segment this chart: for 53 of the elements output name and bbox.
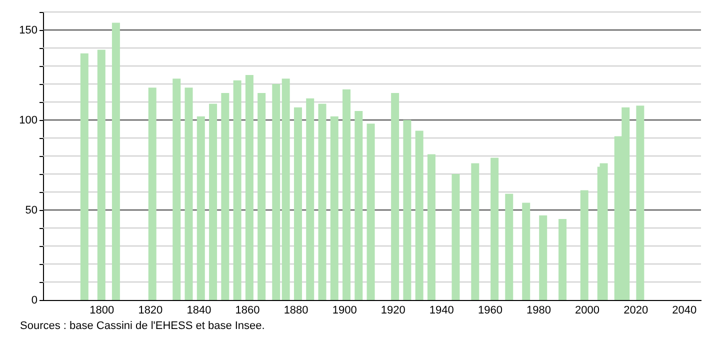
x-tick-label: 1880	[284, 304, 308, 316]
bar	[600, 163, 608, 300]
x-tick-label: 1960	[478, 304, 502, 316]
bar	[112, 22, 120, 300]
bar	[471, 163, 480, 300]
x-tick-label: 1860	[235, 304, 260, 316]
bar	[282, 78, 290, 300]
source-note: Sources : base Cassini de l'EHESS et base Insee.	[20, 320, 265, 332]
bar	[558, 219, 567, 300]
x-tick-label: 1940	[429, 304, 454, 316]
bar	[97, 50, 106, 300]
x-tick-label: 2020	[624, 304, 648, 316]
bar	[306, 98, 314, 300]
x-tick-label: 1980	[526, 304, 551, 316]
bar	[294, 107, 302, 300]
bar	[209, 104, 218, 300]
x-tick-label: 1800	[90, 304, 114, 316]
y-tick-label: 50	[25, 204, 38, 216]
bar	[233, 80, 242, 300]
bar	[342, 89, 351, 300]
bar	[427, 154, 436, 300]
bar	[148, 88, 156, 300]
bar	[258, 93, 266, 300]
bar	[354, 111, 363, 300]
bar	[391, 93, 400, 300]
x-tick-label: 1840	[186, 304, 212, 316]
x-tick-label: 2040	[672, 304, 697, 316]
bar	[415, 130, 424, 300]
bar	[330, 116, 338, 300]
bar	[196, 116, 205, 300]
bar	[245, 75, 254, 300]
x-tick-label: 1920	[380, 304, 406, 316]
bar	[490, 158, 499, 300]
bar	[172, 78, 181, 300]
bar	[80, 53, 88, 300]
bar	[318, 104, 326, 300]
x-tick-label: 1820	[138, 304, 163, 316]
bar	[505, 194, 514, 300]
bar	[539, 215, 548, 300]
bar	[452, 174, 460, 300]
bar	[184, 88, 193, 300]
bar	[366, 124, 375, 300]
y-tick-label: 100	[19, 114, 38, 126]
bar	[580, 190, 588, 300]
bar	[522, 202, 530, 300]
y-tick-label: 150	[19, 24, 38, 36]
bar	[403, 120, 412, 300]
bar	[221, 93, 230, 300]
x-tick-label: 1900	[332, 304, 357, 316]
bar	[272, 84, 280, 300]
x-tick-label: 2000	[575, 304, 600, 316]
bar	[636, 106, 644, 300]
y-tick-label: 0	[31, 294, 38, 306]
